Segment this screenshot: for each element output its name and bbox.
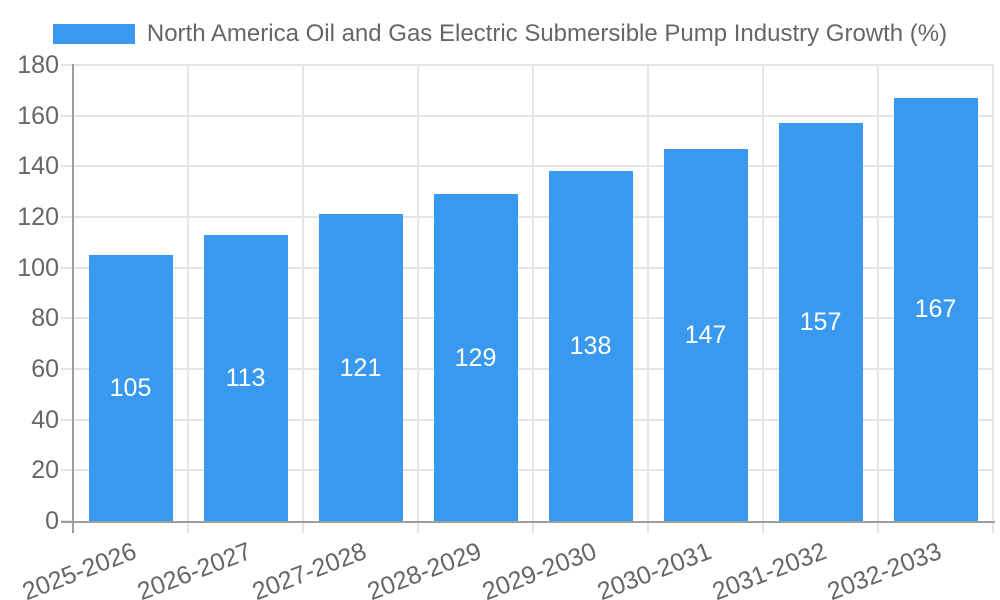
y-axis-tick-label: 100 (17, 253, 59, 282)
y-axis-tick-label: 80 (31, 304, 59, 333)
x-gridline (532, 65, 534, 521)
x-axis-tick (992, 523, 994, 533)
y-axis-tick-label: 120 (17, 203, 59, 231)
x-axis-tick (187, 523, 189, 533)
bar[interactable] (778, 123, 863, 521)
x-axis-tick (647, 523, 649, 533)
bar[interactable] (433, 194, 518, 521)
bar[interactable] (318, 214, 403, 521)
x-axis-tick-label: 2032-2033 (823, 537, 946, 600)
x-axis-tick-label: 2031-2032 (708, 537, 831, 600)
x-gridline (647, 65, 649, 521)
legend-series-label: North America Oil and Gas Electric Subme… (146, 20, 948, 47)
x-axis-tick-label: 2025-2026 (18, 537, 141, 600)
y-axis-tick-label: 160 (17, 101, 59, 130)
y-axis-tick (61, 418, 73, 421)
bar[interactable] (893, 97, 978, 521)
y-axis-line (72, 64, 74, 533)
x-axis-tick (877, 523, 879, 533)
y-axis-tick-label: 20 (31, 456, 59, 485)
x-axis-tick (302, 523, 304, 533)
y-axis-tick (61, 216, 73, 218)
y-axis-tick (61, 317, 73, 320)
x-axis-line (61, 521, 995, 523)
y-axis-tick-label: 140 (17, 152, 59, 181)
y-axis-tick (61, 266, 73, 269)
x-axis-tick (532, 523, 534, 533)
y-axis-tick (61, 368, 73, 370)
bar[interactable] (203, 234, 288, 521)
x-gridline (187, 65, 189, 521)
bar[interactable] (548, 171, 633, 521)
y-axis-tick-label: 40 (31, 405, 59, 434)
bar[interactable] (663, 148, 748, 521)
x-gridline (992, 65, 994, 521)
chart-legend-item[interactable]: North America Oil and Gas Electric Subme… (0, 20, 1000, 48)
y-axis-tick-label: 0 (45, 507, 59, 535)
x-axis-tick (762, 523, 764, 533)
y-axis-tick (61, 64, 73, 66)
bar[interactable] (88, 255, 173, 521)
y-axis-tick (61, 165, 73, 168)
x-gridline (762, 65, 764, 521)
x-axis-tick-label: 2028-2029 (363, 537, 486, 600)
x-axis-tick-label: 2029-2030 (478, 537, 601, 600)
x-axis-tick-label: 2026-2027 (133, 537, 256, 600)
legend-swatch-icon (52, 24, 135, 44)
x-axis-tick (417, 523, 419, 533)
x-gridline (877, 65, 879, 521)
y-axis-tick (61, 114, 73, 117)
y-axis-tick-label: 60 (31, 355, 59, 383)
x-gridline (417, 65, 419, 521)
x-axis-tick-label: 2030-2031 (593, 537, 716, 600)
x-axis-tick-label: 2027-2028 (248, 537, 371, 600)
y-axis-tick-label: 180 (17, 51, 59, 79)
y-axis-tick (61, 469, 73, 472)
x-gridline (302, 65, 304, 521)
